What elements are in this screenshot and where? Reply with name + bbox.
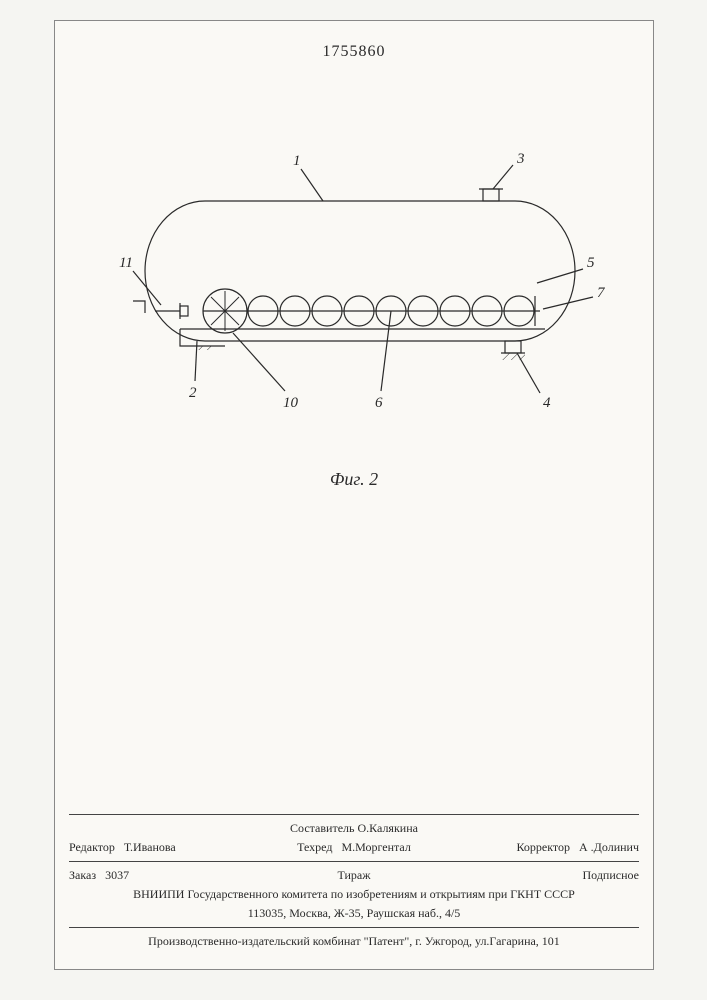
org-line-2: 113035, Москва, Ж-35, Раушская наб., 4/5 (69, 904, 639, 923)
subscription-label: Подписное (583, 868, 640, 882)
callout-5: 5 (587, 255, 595, 271)
compiler-line: Составитель О.Калякина (69, 819, 639, 838)
patent-number: 1755860 (55, 43, 653, 61)
callout-1: 1 (293, 153, 301, 169)
compiler-name: О.Калякина (358, 821, 418, 835)
corrector-label: Корректор (517, 840, 571, 854)
editor-name: Т.Иванова (124, 840, 176, 854)
callout-4: 4 (543, 395, 551, 411)
divider (69, 814, 639, 815)
page-frame: 1755860 (54, 20, 654, 970)
callout-6: 6 (375, 395, 383, 411)
tech-cell: Техред М.Моргентал (259, 840, 449, 855)
tech-label: Техред (297, 840, 332, 854)
divider (69, 861, 639, 862)
tech-name: М.Моргентал (341, 840, 410, 854)
order-label: Заказ (69, 868, 96, 882)
callout-3: 3 (516, 151, 525, 167)
callout-7: 7 (597, 285, 606, 301)
editor-label: Редактор (69, 840, 115, 854)
editor-cell: Редактор Т.Иванова (69, 840, 259, 855)
figure-drawing: 1 3 11 5 7 2 10 6 4 (85, 141, 625, 461)
subscription-cell: Подписное (449, 868, 639, 883)
order-cell: Заказ 3037 (69, 868, 259, 883)
publisher-line: Производственно-издательский комбинат "П… (69, 932, 639, 951)
compiler-label: Составитель (290, 821, 354, 835)
footer: Составитель О.Калякина Редактор Т.Иванов… (69, 810, 639, 951)
order-number: 3037 (105, 868, 129, 882)
figure-label: Фиг. 2 (55, 469, 653, 490)
callout-2: 2 (189, 385, 197, 401)
credits-row: Редактор Т.Иванова Техред М.Моргентал Ко… (69, 838, 639, 857)
org-line-1: ВНИИПИ Государственного комитета по изоб… (69, 885, 639, 904)
circulation-cell: Тираж (259, 868, 449, 883)
divider (69, 927, 639, 928)
circulation-label: Тираж (337, 868, 370, 882)
order-row: Заказ 3037 Тираж Подписное (69, 866, 639, 885)
corrector-name: А .Долинич (579, 840, 639, 854)
corrector-cell: Корректор А .Долинич (449, 840, 639, 855)
callout-11: 11 (119, 255, 133, 271)
callout-10: 10 (283, 395, 299, 411)
